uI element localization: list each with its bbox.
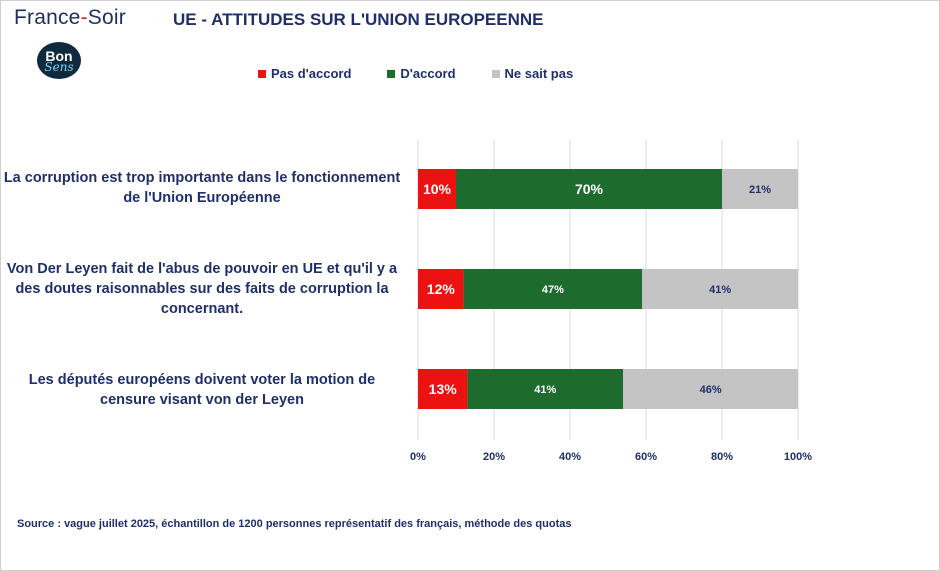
legend-swatch-pas-daccord: [258, 69, 266, 78]
legend-item-ne-sait-pas: Ne sait pas: [491, 66, 574, 81]
data-label-1-d-accord: 70%: [575, 181, 604, 197]
category-label-3: Les députés européens doivent voter la m…: [28, 372, 376, 408]
logo-line1: Bon: [45, 47, 73, 64]
source-note: Source : vague juillet 2025, échantillon…: [17, 518, 572, 530]
bar-3-d-accord: [467, 369, 624, 409]
category-label-1: La corruption est trop importante dans l…: [3, 170, 401, 206]
x-tick-label-0: 0%: [410, 451, 426, 463]
legend-item-daccord: D'accord: [387, 66, 456, 81]
data-label-3-d-accord: 41%: [534, 384, 556, 396]
legend-swatch-daccord: [387, 69, 396, 78]
x-tick-label-2: 40%: [559, 451, 581, 463]
data-label-3-pas-d-accord: 13%: [429, 381, 458, 397]
bon-sens-logo: Bon Sens: [37, 42, 81, 79]
bar-1-ne-sait-pas: [722, 169, 798, 209]
brand-dash: -: [80, 6, 88, 29]
bar-1-d-accord: [456, 169, 722, 209]
legend-item-pas-daccord: Pas d'accord: [258, 66, 351, 81]
legend-swatch-ne-sait-pas: [491, 69, 500, 78]
x-tick-label-1: 20%: [483, 451, 505, 463]
bar-1-pas-d-accord: [418, 169, 456, 209]
chart-title: UE - ATTITUDES SUR L'UNION EUROPEENNE: [173, 10, 544, 29]
data-label-2-ne-sait-pas: 41%: [709, 284, 731, 296]
x-tick-label-5: 100%: [784, 451, 812, 463]
brand-name-part2: Soir: [87, 6, 126, 29]
brand-name-part1: France: [14, 6, 81, 29]
x-tick-label-3: 60%: [635, 451, 657, 463]
category-label-2: Von Der Leyen fait de l'abus de pouvoir …: [6, 261, 398, 317]
chart-legend: Pas d'accord D'accord Ne sait pas: [258, 66, 573, 81]
legend-label-daccord: D'accord: [400, 66, 456, 81]
data-label-3-ne-sait-pas: 46%: [700, 384, 722, 396]
data-label-2-d-accord: 47%: [542, 284, 564, 296]
data-label-1-pas-d-accord: 10%: [423, 181, 452, 197]
bar-2-ne-sait-pas: [642, 269, 798, 309]
bar-3-pas-d-accord: [418, 369, 468, 409]
legend-label-pas-daccord: Pas d'accord: [271, 66, 352, 81]
bar-3-ne-sait-pas: [623, 369, 798, 409]
data-label-2-pas-d-accord: 12%: [427, 281, 456, 297]
x-tick-label-4: 80%: [711, 451, 733, 463]
bar-2-d-accord: [463, 269, 643, 309]
legend-label-ne-sait-pas: Ne sait pas: [504, 66, 574, 81]
bar-2-pas-d-accord: [418, 269, 464, 309]
logo-line2: Sens: [44, 59, 74, 74]
brand-logo: France-Soir: [14, 6, 126, 30]
data-label-1-ne-sait-pas: 21%: [749, 184, 771, 196]
